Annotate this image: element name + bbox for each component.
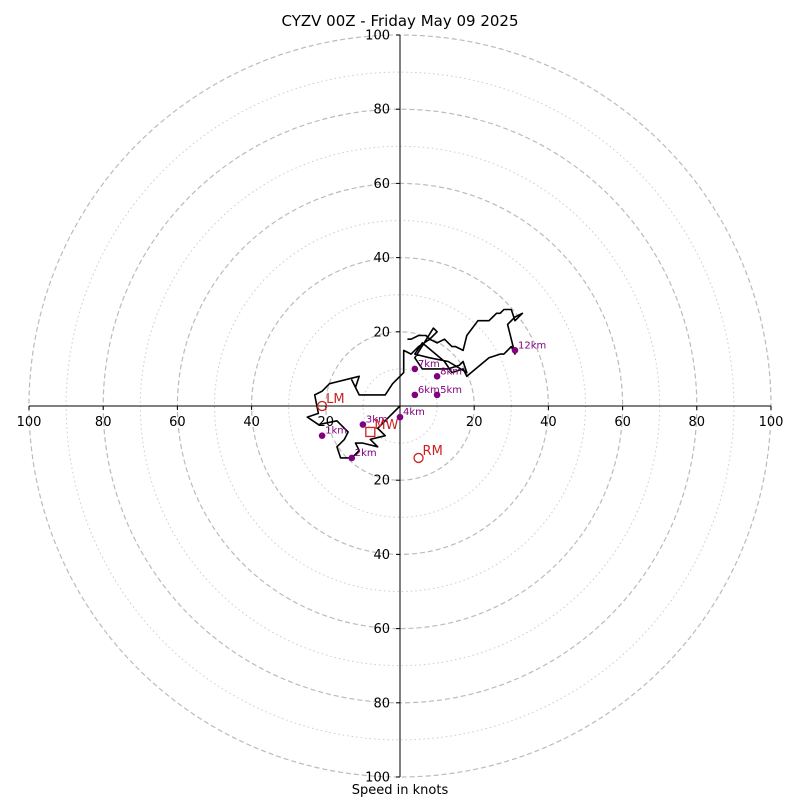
height-label-2km: 2km	[355, 448, 377, 459]
height-marker-8km	[433, 373, 441, 380]
y-tick-label: 60	[373, 177, 390, 192]
x-tick-label: 60	[614, 415, 631, 430]
height-marker-3km	[359, 421, 367, 428]
height-label-5km: 5km	[440, 385, 462, 396]
height-marker-12km	[511, 347, 519, 354]
storm-motion-marker-rm	[413, 452, 424, 464]
y-tick-label: 60	[373, 622, 390, 637]
storm-motion-label-rm: RM	[423, 444, 443, 459]
chart-title: CYZV 00Z - Friday May 09 2025	[281, 12, 519, 30]
storm-motion-label-lm: LM	[326, 392, 344, 407]
height-marker-5km	[433, 391, 441, 399]
x-tick-label: 40	[243, 415, 260, 430]
x-tick-label: 100	[759, 415, 784, 430]
y-tick-label: 40	[373, 251, 390, 266]
y-tick-label: 20	[373, 325, 390, 340]
storm-motion-label-mw: MW	[374, 418, 398, 433]
y-tick-label: 80	[373, 103, 390, 118]
height-label-3km: 3km	[366, 415, 388, 426]
x-tick-label: 80	[689, 415, 706, 430]
height-label-12km: 12km	[518, 340, 546, 351]
height-marker-7km	[411, 365, 419, 373]
x-tick-label: 40	[540, 415, 557, 430]
wind-profile-line-0	[306, 308, 524, 459]
height-marker-1km	[318, 432, 326, 439]
x-axis-label: Speed in knots	[351, 783, 449, 798]
height-label-7km: 7km	[418, 359, 440, 370]
height-label-4km: 4km	[403, 407, 425, 418]
height-label-1km: 1km	[325, 426, 347, 437]
x-tick-label: 80	[95, 415, 112, 430]
height-marker-6km	[411, 391, 419, 399]
x-tick-label: 20	[466, 415, 483, 430]
storm-motion-marker-mw	[365, 426, 376, 438]
height-label-8km: 8km	[440, 366, 462, 377]
storm-motion-marker-lm	[316, 400, 328, 412]
y-tick-label: 40	[373, 548, 390, 563]
x-tick-label: 100	[17, 415, 42, 430]
height-label-6km: 6km	[418, 385, 440, 396]
y-tick-label: 80	[373, 696, 390, 711]
height-marker-2km	[348, 454, 356, 462]
y-tick-label: 20	[373, 474, 390, 489]
y-tick-label: 100	[365, 29, 390, 44]
y-tick-label: 100	[365, 771, 390, 786]
x-tick-label: 60	[169, 415, 186, 430]
height-marker-4km	[396, 413, 404, 421]
